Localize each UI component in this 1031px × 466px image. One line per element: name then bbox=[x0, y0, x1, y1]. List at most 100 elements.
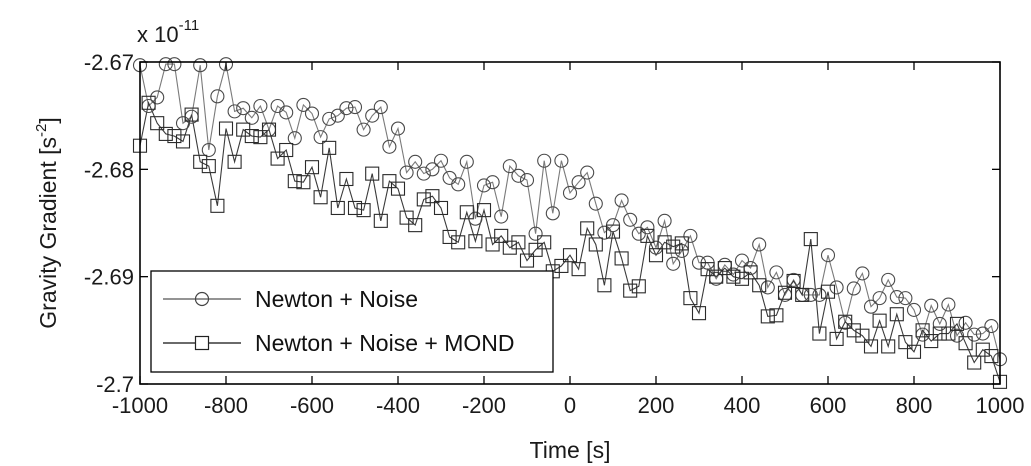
data-point-circle bbox=[416, 166, 431, 181]
data-point-circle bbox=[201, 142, 216, 158]
data-point-circle bbox=[734, 253, 750, 268]
data-point-circle bbox=[433, 153, 449, 168]
data-point-square bbox=[244, 129, 259, 144]
data-point-circle bbox=[829, 280, 844, 295]
data-point-square bbox=[210, 198, 225, 213]
data-point-square bbox=[442, 229, 457, 245]
data-point-square bbox=[674, 236, 689, 251]
x-tick-label: -400 bbox=[376, 393, 420, 418]
data-point-circle bbox=[545, 206, 560, 221]
data-point-square bbox=[855, 328, 870, 343]
data-point-circle bbox=[356, 122, 371, 137]
data-point-square bbox=[451, 235, 466, 250]
data-point-circle bbox=[485, 175, 500, 190]
y-tick-label: -2.67 bbox=[84, 50, 134, 75]
y-tick-label: -2.69 bbox=[84, 265, 134, 290]
data-point-square bbox=[554, 258, 569, 273]
data-point-square bbox=[433, 200, 449, 216]
data-point-square bbox=[261, 122, 277, 137]
legend-box bbox=[150, 270, 554, 373]
data-point-square bbox=[158, 126, 173, 141]
data-point-circle bbox=[640, 220, 655, 235]
data-point-circle bbox=[210, 89, 225, 104]
y-tick-label: -2.7 bbox=[96, 372, 134, 397]
data-point-square bbox=[175, 134, 191, 149]
data-point-square bbox=[322, 140, 337, 155]
data-point-circle bbox=[150, 90, 165, 105]
data-point-circle bbox=[554, 153, 569, 168]
data-point-square bbox=[915, 323, 930, 338]
data-point-square bbox=[304, 160, 320, 175]
data-point-square bbox=[726, 269, 741, 284]
data-point-square bbox=[571, 262, 586, 277]
data-point-square bbox=[717, 261, 732, 276]
data-point-circle bbox=[984, 318, 999, 334]
data-point-circle bbox=[459, 154, 474, 169]
data-point-circle bbox=[167, 57, 182, 72]
x-tick-label: 400 bbox=[724, 393, 761, 418]
data-point-circle bbox=[313, 130, 328, 145]
data-point-square bbox=[347, 200, 363, 216]
data-point-circle bbox=[881, 272, 896, 287]
legend-marker-square bbox=[194, 335, 210, 351]
data-point-circle bbox=[339, 101, 354, 116]
data-point-circle bbox=[244, 110, 259, 125]
data-point-circle bbox=[193, 58, 208, 73]
legend-label-newton-noise: Newton + Noise bbox=[255, 286, 418, 312]
data-point-square bbox=[399, 210, 414, 225]
data-point-square bbox=[786, 273, 801, 289]
data-point-circle bbox=[425, 162, 440, 177]
data-point-circle bbox=[494, 209, 509, 224]
data-point-square bbox=[218, 121, 234, 136]
data-point-circle bbox=[476, 178, 492, 193]
y-axis-label: Gravity Gradient [s-2] bbox=[33, 117, 61, 328]
data-point-square bbox=[958, 336, 973, 351]
data-point-circle bbox=[218, 57, 234, 72]
data-point-square bbox=[769, 308, 784, 323]
x-tick-label: 1000 bbox=[976, 393, 1025, 418]
x-tick-label: 800 bbox=[896, 393, 933, 418]
data-point-square bbox=[511, 235, 526, 250]
data-point-circle bbox=[227, 104, 242, 119]
data-point-square bbox=[150, 116, 165, 131]
x-tick-label: 600 bbox=[810, 393, 847, 418]
data-point-square bbox=[476, 203, 492, 218]
data-point-square bbox=[537, 235, 552, 250]
data-point-circle bbox=[812, 287, 827, 302]
data-point-square bbox=[967, 355, 982, 370]
data-point-square bbox=[184, 107, 199, 122]
data-point-square bbox=[201, 159, 216, 174]
data-point-square bbox=[752, 278, 767, 293]
data-point-square bbox=[141, 95, 156, 110]
data-point-circle bbox=[855, 266, 870, 281]
data-point-circle bbox=[158, 57, 173, 72]
data-point-circle bbox=[752, 237, 767, 252]
data-point-circle bbox=[760, 280, 775, 295]
data-point-square bbox=[829, 331, 844, 346]
data-point-circle bbox=[236, 101, 251, 116]
data-point-circle bbox=[846, 281, 861, 296]
data-point-square bbox=[795, 287, 810, 302]
data-point-circle bbox=[863, 299, 879, 314]
data-point-square bbox=[777, 285, 793, 300]
data-point-circle bbox=[614, 193, 629, 208]
data-point-square bbox=[468, 234, 483, 249]
legend-marker-circle bbox=[194, 291, 210, 307]
data-point-square bbox=[812, 326, 827, 341]
data-point-square bbox=[838, 314, 853, 329]
data-point-circle bbox=[390, 121, 406, 136]
data-point-square bbox=[760, 309, 775, 324]
data-point-circle bbox=[674, 243, 689, 258]
data-point-circle bbox=[537, 153, 552, 168]
data-point-square bbox=[459, 205, 474, 220]
x-tick-label: 0 bbox=[564, 393, 576, 418]
x-tick-label: -600 bbox=[290, 393, 334, 418]
data-point-square bbox=[373, 213, 388, 228]
data-point-circle bbox=[399, 165, 414, 180]
data-point-circle bbox=[648, 240, 664, 255]
series-lines bbox=[139, 63, 1001, 383]
data-point-square bbox=[623, 283, 638, 298]
data-point-circle bbox=[502, 159, 517, 174]
data-point-square bbox=[227, 154, 242, 169]
